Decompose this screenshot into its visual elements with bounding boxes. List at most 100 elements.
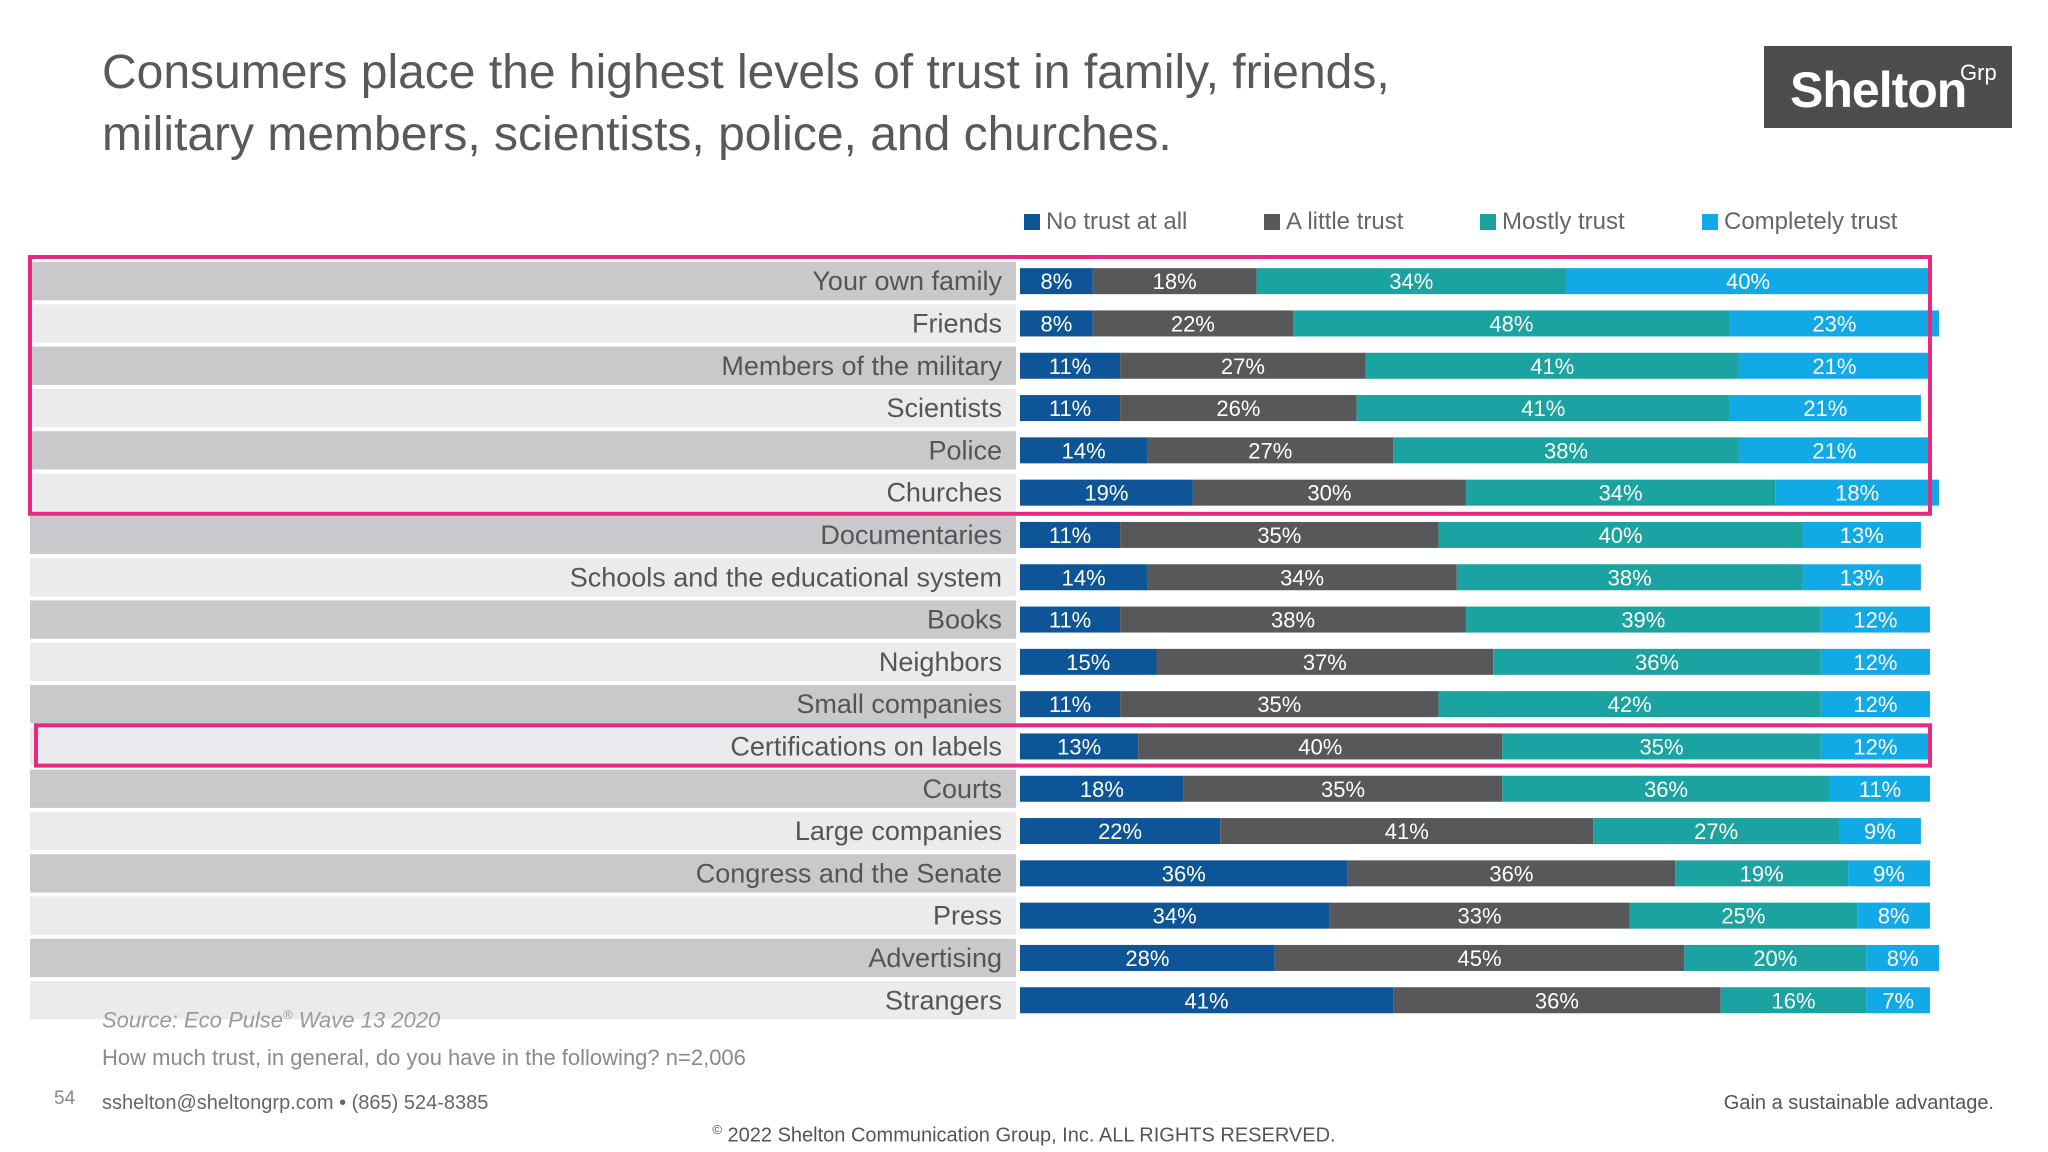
data-label-no-trust: 41%	[1185, 988, 1229, 1013]
title-line-2: military members, scientists, police, an…	[102, 108, 1172, 161]
row-band	[30, 388, 1016, 428]
source-note: Source: Eco Pulse® Wave 13 2020	[102, 1007, 440, 1033]
data-label-no-trust: 34%	[1153, 904, 1197, 929]
shelton-grp-logo: Shelton Grp	[1764, 46, 2012, 128]
bar-segment-no-trust	[1020, 606, 1121, 633]
bar-segment-completely-trust	[1866, 944, 1940, 971]
row-band	[30, 558, 1016, 597]
row-band	[30, 515, 1016, 555]
data-label-no-trust: 11%	[1049, 608, 1091, 633]
data-label-little-trust: 37%	[1303, 650, 1347, 675]
bar-segment-completely-trust	[1866, 987, 1930, 1014]
bar-segment-no-trust	[1020, 775, 1184, 802]
data-label-little-trust: 38%	[1271, 608, 1315, 633]
bar-segment-completely-trust	[1802, 564, 1921, 591]
bar-segment-mostly-trust	[1456, 564, 1803, 591]
bar-segment-mostly-trust	[1365, 352, 1739, 379]
bar-segment-no-trust	[1020, 987, 1394, 1014]
bar-segment-no-trust	[1020, 691, 1121, 718]
logo-wordmark: Shelton	[1790, 62, 1967, 118]
source-suffix: Wave 13 2020	[292, 1007, 441, 1033]
data-label-no-trust: 15%	[1066, 650, 1110, 675]
data-label-little-trust: 35%	[1257, 692, 1301, 717]
bar-segment-no-trust	[1020, 944, 1275, 971]
bar-row-press: Press 34% 33% 25% 8%	[30, 896, 1930, 935]
legend-item-mostly-trust: Mostly trust	[1480, 208, 1625, 236]
data-label-little-trust: 22%	[1171, 311, 1215, 336]
data-label-little-trust: 30%	[1307, 481, 1351, 506]
data-label-completely-trust: 8%	[1887, 946, 1919, 971]
bar-segment-little-trust	[1347, 860, 1676, 887]
data-label-little-trust: 27%	[1248, 438, 1292, 463]
category-label: Churches	[886, 478, 1002, 508]
bar-segment-mostly-trust	[1684, 944, 1867, 971]
copyright-text: 2022 Shelton Communication Group, Inc. A…	[721, 1124, 1336, 1147]
logo-superscript: Grp	[1960, 60, 1997, 85]
bar-segment-little-trust	[1092, 310, 1293, 337]
source-prefix: Source: Eco Pulse	[102, 1007, 283, 1033]
category-label: Members of the military	[721, 351, 1002, 381]
data-label-completely-trust: 9%	[1864, 819, 1896, 844]
data-label-completely-trust: 40%	[1726, 269, 1770, 294]
title-line-1: Consumers place the highest levels of tr…	[102, 46, 1390, 99]
data-label-mostly-trust: 40%	[1599, 523, 1643, 548]
data-label-little-trust: 33%	[1458, 904, 1502, 929]
bar-row-strangers: Strangers 41% 36% 16% 7%	[30, 981, 1930, 1020]
bar-segment-completely-trust	[1775, 479, 1940, 506]
category-label: Small companies	[796, 689, 1002, 719]
data-label-completely-trust: 21%	[1812, 438, 1856, 463]
bar-segment-mostly-trust	[1720, 987, 1867, 1014]
data-label-completely-trust: 12%	[1853, 650, 1897, 675]
trust-stacked-bar-chart: Your own family 8% 18% 34% 40% Friends 8% 22% 48…	[28, 255, 1940, 1020]
bar-segment-completely-trust	[1857, 902, 1930, 929]
bar-segment-little-trust	[1120, 691, 1439, 718]
data-label-completely-trust: 7%	[1882, 988, 1914, 1013]
bar-segment-completely-trust	[1829, 775, 1930, 802]
data-label-mostly-trust: 27%	[1694, 819, 1738, 844]
bar-row-certifications-on-labels: Certifications on labels 13% 40% 35% 12%	[30, 727, 1930, 766]
bar-segment-little-trust	[1393, 987, 1721, 1014]
data-label-mostly-trust: 38%	[1544, 438, 1588, 463]
row-band	[30, 642, 1016, 681]
chart-legend: No trust at all A little trust Mostly tr…	[1024, 208, 2004, 242]
bar-segment-completely-trust	[1738, 352, 1930, 379]
data-label-little-trust: 27%	[1221, 354, 1265, 379]
bar-segment-little-trust	[1120, 521, 1439, 548]
category-label: Your own family	[812, 266, 1002, 296]
data-label-little-trust: 35%	[1321, 777, 1365, 802]
data-label-completely-trust: 8%	[1878, 904, 1910, 929]
bar-row-small-companies: Small companies 11% 35% 42% 12%	[30, 685, 1930, 724]
data-label-completely-trust: 9%	[1873, 861, 1905, 886]
data-label-completely-trust: 12%	[1853, 692, 1897, 717]
row-band	[30, 431, 1016, 470]
data-label-mostly-trust: 42%	[1608, 692, 1652, 717]
bar-segment-no-trust	[1020, 395, 1121, 422]
bar-row-friends: Friends 8% 22% 48% 23%	[30, 304, 1940, 343]
category-label: Advertising	[868, 943, 1002, 973]
bar-segment-little-trust	[1138, 733, 1503, 760]
category-label: Scientists	[886, 393, 1002, 423]
bar-segment-completely-trust	[1820, 648, 1930, 675]
bar-segment-mostly-trust	[1438, 521, 1803, 548]
bar-row-large-companies: Large companies 22% 41% 27% 9%	[30, 811, 1921, 851]
data-label-mostly-trust: 48%	[1489, 311, 1533, 336]
data-label-mostly-trust: 34%	[1389, 269, 1433, 294]
legend-swatch-mostly-trust	[1480, 214, 1496, 230]
bar-segment-completely-trust	[1802, 521, 1921, 548]
bar-segment-no-trust	[1020, 902, 1330, 929]
data-label-completely-trust: 11%	[1859, 777, 1901, 802]
data-label-little-trust: 26%	[1216, 396, 1260, 421]
data-label-completely-trust: 21%	[1803, 396, 1847, 421]
legend-item-completely-trust: Completely trust	[1702, 208, 1897, 236]
data-label-no-trust: 36%	[1162, 861, 1206, 886]
bar-row-advertising: Advertising 28% 45% 20% 8%	[30, 938, 1940, 978]
legend-label-no-trust: No trust at all	[1046, 208, 1188, 235]
data-label-mostly-trust: 36%	[1644, 777, 1688, 802]
category-label: Press	[933, 901, 1002, 931]
bar-segment-no-trust	[1020, 860, 1348, 887]
bar-segment-little-trust	[1120, 352, 1366, 379]
data-label-no-trust: 18%	[1080, 777, 1124, 802]
bar-row-members-of-the-military: Members of the military 11% 27% 41% 21%	[30, 346, 1930, 385]
data-label-little-trust: 18%	[1153, 269, 1197, 294]
page-title: Consumers place the highest levels of tr…	[102, 42, 1552, 166]
